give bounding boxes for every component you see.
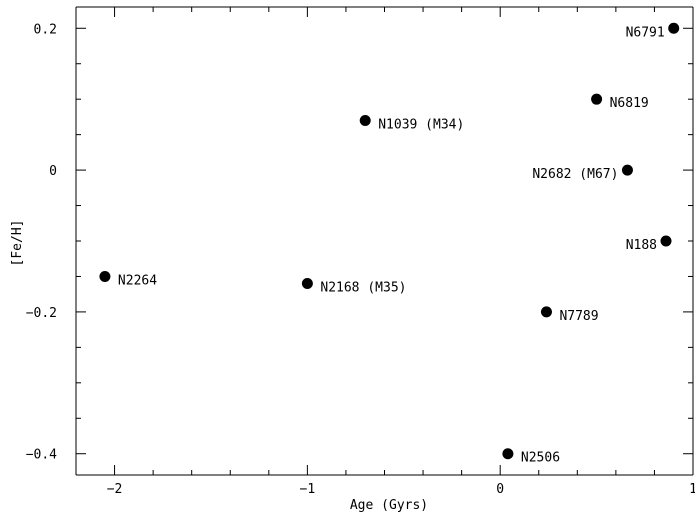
y-axis-label: [Fe/H] (10, 220, 25, 267)
data-point-label: N188 (626, 238, 657, 253)
data-point-label: N6791 (626, 25, 665, 40)
plot-frame (75, 6, 694, 476)
data-point-label: N2168 (M35) (320, 281, 406, 296)
data-point-label: N6819 (610, 96, 649, 111)
data-point (359, 114, 371, 126)
y-tick-label: −0.4 (26, 448, 57, 463)
data-point-label: N7789 (559, 309, 598, 324)
y-tick-label: 0.2 (34, 22, 57, 37)
x-tick-label: 1 (689, 482, 695, 497)
data-point-label: N2682 (M67) (532, 167, 618, 182)
data-point-label: N2506 (521, 451, 560, 466)
data-point (540, 306, 552, 318)
x-tick-label: 0 (496, 482, 504, 497)
data-point (591, 93, 603, 105)
axis-ticks: −2 −1 0 1 0.2 0 −0.2 −0.4 (26, 7, 695, 497)
x-tick-label: −1 (300, 482, 316, 497)
data-point (301, 278, 313, 290)
data-point-label: N1039 (M34) (378, 117, 464, 132)
data-point (660, 235, 672, 247)
data-point (621, 164, 633, 176)
y-tick-label: −0.2 (26, 306, 57, 321)
data-point (502, 448, 514, 460)
data-point (668, 22, 680, 34)
data-point (99, 270, 111, 282)
x-tick-label: −2 (107, 482, 123, 497)
data-point-label: N2264 (118, 273, 157, 288)
x-axis-label: Age (Gyrs) (350, 498, 428, 513)
y-tick-label: 0 (49, 164, 57, 179)
data-points: N6791 N6819 N1039 (M34) N2682 (M67) N188 N226… (99, 22, 680, 466)
